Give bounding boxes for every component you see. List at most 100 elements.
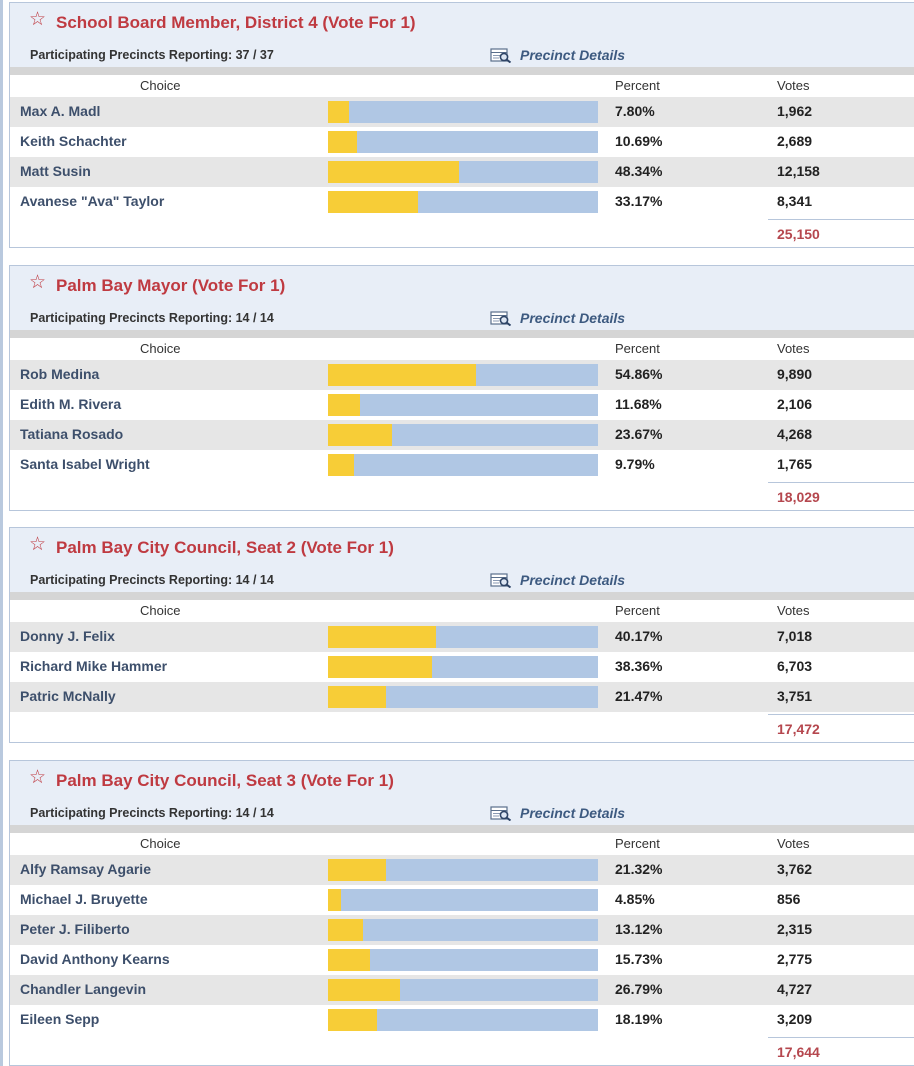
- vote-share-bar: [328, 626, 598, 648]
- candidate-row: David Anthony Kearns 15.73% 2,775: [10, 945, 914, 975]
- race-title: Palm Bay City Council, Seat 2 (Vote For …: [56, 538, 394, 557]
- race-header: ☆ Palm Bay City Council, Seat 3 (Vote Fo…: [10, 761, 914, 825]
- race-panel: ☆ Palm Bay Mayor (Vote For 1) Participat…: [9, 265, 914, 511]
- vote-share-bar: [328, 131, 598, 153]
- vote-share-bar: [328, 424, 598, 446]
- candidate-row: Donny J. Felix 40.17% 7,018: [10, 622, 914, 652]
- candidate-name: Patric McNally: [20, 688, 116, 704]
- precincts-reporting: Participating Precincts Reporting: 14 / …: [30, 311, 274, 325]
- candidate-percent: 38.36%: [615, 658, 663, 674]
- vote-share-fill: [328, 454, 355, 476]
- vote-share-bar: [328, 161, 598, 183]
- star-outline-icon[interactable]: ☆: [29, 767, 47, 788]
- star-outline-icon[interactable]: ☆: [29, 534, 47, 555]
- total-row: 17,472: [10, 712, 914, 742]
- candidate-row: Eileen Sepp 18.19% 3,209: [10, 1005, 914, 1035]
- candidate-percent: 18.19%: [615, 1011, 663, 1027]
- candidate-percent: 54.86%: [615, 366, 663, 382]
- precinct-details-link[interactable]: Precinct Details: [490, 804, 625, 822]
- candidate-votes: 12,158: [777, 163, 820, 179]
- total-votes: 17,472: [777, 721, 820, 737]
- precinct-details-label: Precinct Details: [520, 47, 626, 63]
- candidate-percent: 11.68%: [615, 396, 662, 412]
- candidate-name: Matt Susin: [20, 163, 91, 179]
- candidate-row: Alfy Ramsay Agarie 21.32% 3,762: [10, 855, 914, 885]
- candidate-percent: 21.47%: [615, 688, 663, 704]
- candidate-name: Michael J. Bruyette: [20, 891, 148, 907]
- candidate-votes: 4,727: [777, 981, 813, 997]
- candidate-name: Peter J. Filiberto: [20, 921, 130, 937]
- race-panel: ☆ School Board Member, District 4 (Vote …: [9, 2, 914, 248]
- vote-share-bar: [328, 949, 598, 971]
- star-outline-icon[interactable]: ☆: [29, 9, 47, 30]
- total-votes: 17,644: [777, 1044, 820, 1060]
- candidate-percent: 10.69%: [615, 133, 663, 149]
- race-title: School Board Member, District 4 (Vote Fo…: [56, 13, 416, 32]
- page-left-rule: [0, 0, 3, 1066]
- percent-column-header: Percent: [615, 836, 660, 851]
- vote-share-fill: [328, 1009, 378, 1031]
- total-votes: 25,150: [777, 226, 820, 242]
- total-votes: 18,029: [777, 489, 820, 505]
- precinct-details-link[interactable]: Precinct Details: [490, 309, 625, 327]
- precinct-details-label: Precinct Details: [520, 310, 626, 326]
- candidate-votes: 7,018: [777, 628, 813, 644]
- race-title: Palm Bay City Council, Seat 3 (Vote For …: [56, 771, 394, 790]
- precinct-details-link[interactable]: Precinct Details: [490, 571, 625, 589]
- vote-share-fill: [328, 626, 437, 648]
- votes-column-header: Votes: [777, 341, 810, 356]
- vote-share-bar: [328, 454, 598, 476]
- candidate-name: Chandler Langevin: [20, 981, 147, 997]
- total-divider: [768, 1037, 914, 1038]
- column-headers: Choice Percent Votes: [10, 75, 914, 97]
- choice-column-header: Choice: [140, 836, 181, 851]
- vote-share-bar: [328, 191, 598, 213]
- candidate-votes: 3,762: [777, 861, 813, 877]
- reporting-label: Participating Precincts Reporting:: [30, 48, 236, 62]
- vote-share-fill: [328, 424, 392, 446]
- candidate-row: Matt Susin 48.34% 12,158: [10, 157, 914, 187]
- candidate-name: Avanese "Ava" Taylor: [20, 193, 165, 209]
- candidate-name: Keith Schachter: [20, 133, 127, 149]
- vote-share-bar: [328, 919, 598, 941]
- reporting-label: Participating Precincts Reporting:: [30, 573, 236, 587]
- candidate-row: Patric McNally 21.47% 3,751: [10, 682, 914, 712]
- precinct-details-link[interactable]: Precinct Details: [490, 46, 625, 64]
- total-divider: [768, 482, 914, 483]
- candidate-votes: 2,775: [777, 951, 813, 967]
- candidate-votes: 4,268: [777, 426, 813, 442]
- precinct-details-icon: [490, 573, 512, 588]
- precinct-details-label: Precinct Details: [520, 805, 626, 821]
- candidate-name: Santa Isabel Wright: [20, 456, 150, 472]
- race-panel: ☆ Palm Bay City Council, Seat 2 (Vote Fo…: [9, 527, 914, 743]
- vote-share-fill: [328, 919, 364, 941]
- votes-column-header: Votes: [777, 836, 810, 851]
- vote-share-bar: [328, 394, 598, 416]
- candidate-votes: 9,890: [777, 366, 813, 382]
- candidate-row: Edith M. Rivera 11.68% 2,106: [10, 390, 914, 420]
- precinct-details-icon: [490, 806, 512, 821]
- vote-share-bar: [328, 889, 598, 911]
- vote-share-fill: [328, 686, 386, 708]
- vote-share-bar: [328, 656, 598, 678]
- candidate-votes: 8,341: [777, 193, 813, 209]
- star-outline-icon[interactable]: ☆: [29, 272, 47, 293]
- candidate-percent: 4.85%: [615, 891, 655, 907]
- vote-share-fill: [328, 889, 342, 911]
- reporting-label: Participating Precincts Reporting:: [30, 311, 236, 325]
- race-header: ☆ School Board Member, District 4 (Vote …: [10, 3, 914, 67]
- column-headers: Choice Percent Votes: [10, 833, 914, 855]
- candidate-votes: 3,751: [777, 688, 813, 704]
- precinct-details-icon: [490, 48, 512, 63]
- candidate-votes: 3,209: [777, 1011, 813, 1027]
- candidate-row: Chandler Langevin 26.79% 4,727: [10, 975, 914, 1005]
- candidate-name: David Anthony Kearns: [20, 951, 170, 967]
- candidate-rows: Alfy Ramsay Agarie 21.32% 3,762 Michael …: [10, 855, 914, 1035]
- vote-share-fill: [328, 859, 386, 881]
- precincts-reporting: Participating Precincts Reporting: 14 / …: [30, 573, 274, 587]
- race-title: Palm Bay Mayor (Vote For 1): [56, 276, 286, 295]
- reporting-count: 14 / 14: [235, 573, 274, 587]
- race-header: ☆ Palm Bay Mayor (Vote For 1) Participat…: [10, 266, 914, 330]
- candidate-row: Michael J. Bruyette 4.85% 856: [10, 885, 914, 915]
- candidate-rows: Donny J. Felix 40.17% 7,018 Richard Mike…: [10, 622, 914, 712]
